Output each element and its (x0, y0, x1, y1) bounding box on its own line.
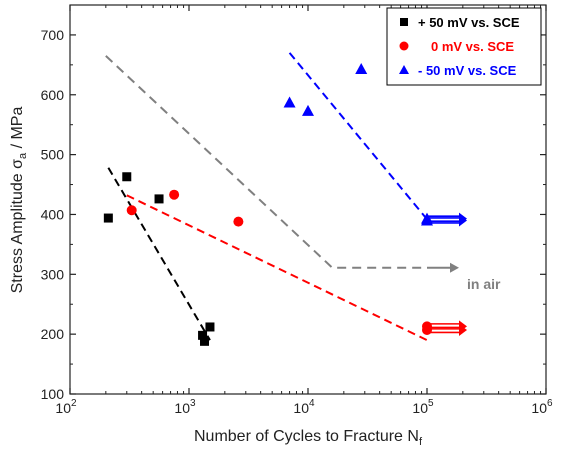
y-tick-label: 200 (41, 326, 65, 342)
runout-arrow-head (459, 214, 467, 227)
trend-line-series-2 (288, 52, 428, 220)
data-point-series-0 (200, 336, 210, 346)
data-point-series-0 (122, 172, 132, 182)
trend-line-series-1 (126, 194, 428, 342)
legend: + 50 mV vs. SCE 0 mV vs. SCE - 50 mV vs.… (386, 7, 542, 86)
data-point-series-2 (355, 63, 368, 75)
data-point-series-0 (154, 194, 164, 204)
data-point-series-1 (422, 324, 432, 335)
data-point-series-0 (205, 322, 215, 332)
y-tick-label: 500 (41, 147, 65, 163)
y-tick-label: 600 (41, 87, 65, 103)
data-point-series-0 (198, 330, 208, 340)
data-point-series-1 (233, 216, 244, 227)
y-tick-label: 300 (41, 266, 65, 282)
data-point-series-2 (283, 96, 296, 108)
legend-marker-plus50 (400, 18, 408, 26)
x-tick-label: 105 (412, 398, 434, 416)
x-tick-label: 104 (293, 398, 315, 416)
annotation-in-air: in air (467, 276, 501, 292)
x-tick-label: 106 (531, 398, 553, 416)
trend-lines (105, 52, 428, 342)
legend-label-minus50: - 50 mV vs. SCE (418, 63, 517, 78)
trend-line-series-0 (107, 167, 211, 341)
runout-arrows (427, 212, 467, 336)
legend-box (386, 7, 542, 86)
legend-label-plus50: + 50 mV vs. SCE (418, 15, 520, 30)
legend-label-zero: 0 mV vs. SCE (431, 39, 514, 54)
data-points (103, 63, 433, 346)
data-point-series-2 (302, 104, 314, 116)
legend-marker-zero (399, 41, 409, 51)
reference-line-in-air (105, 55, 427, 269)
legend-marker-minus50 (399, 65, 409, 74)
reference-arrow-head (450, 262, 459, 273)
axis-ticks: 102 103 104 105 106 100 200 300 400 500 600 700 (41, 5, 553, 416)
y-tick-label: 400 (41, 206, 65, 222)
runout-arrow-head (459, 323, 467, 336)
x-axis-title: Number of Cycles to Fracture Nf (194, 428, 423, 448)
y-tick-label: 100 (41, 386, 65, 402)
data-point-series-1 (126, 205, 137, 216)
data-point-series-0 (103, 213, 113, 223)
data-point-series-1 (169, 189, 180, 200)
x-tick-label: 102 (55, 398, 77, 416)
y-axis-title: Stress Amplitude σa / MPa (9, 107, 29, 294)
y-tick-label: 700 (41, 27, 65, 43)
x-tick-label: 103 (174, 398, 196, 416)
